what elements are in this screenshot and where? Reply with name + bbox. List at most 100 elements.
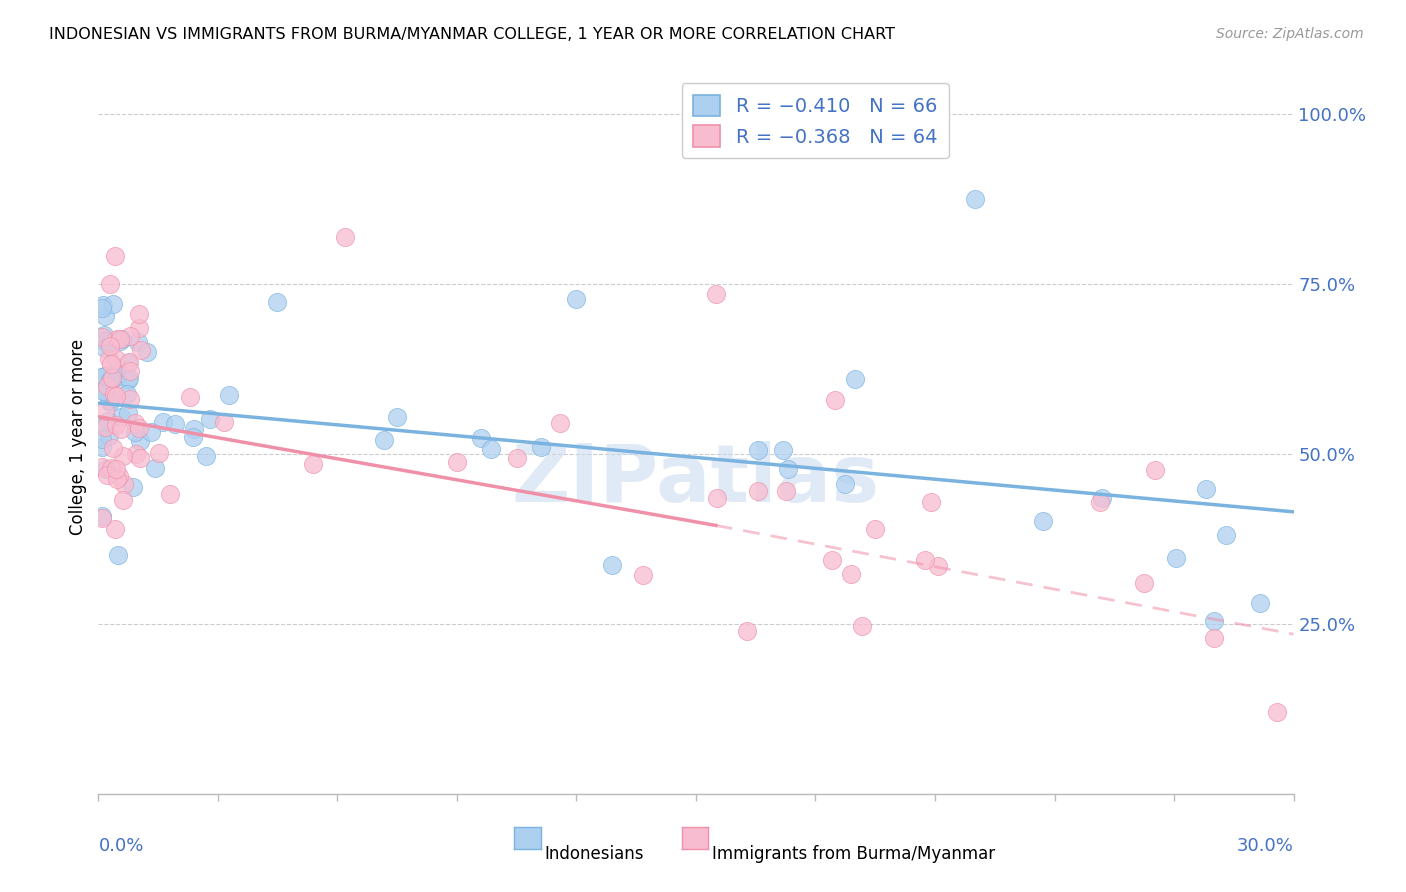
Point: [776, 461, 799, 475]
Point: [104, 352, 127, 367]
Point: [139, 425, 162, 439]
Point: [844, 372, 866, 386]
Point: [530, 440, 553, 454]
Point: [98, 338, 121, 352]
Point: [920, 495, 942, 509]
Point: [91, 508, 114, 523]
Point: [118, 364, 141, 378]
Point: [152, 415, 174, 429]
Point: [181, 430, 204, 444]
Point: [963, 192, 986, 206]
Point: [111, 493, 134, 508]
Point: [94, 309, 117, 323]
Point: [103, 371, 125, 385]
Point: [747, 483, 769, 498]
Point: [128, 321, 150, 335]
Point: [91, 330, 114, 344]
Point: [1088, 495, 1111, 509]
Text: ZIPatlas: ZIPatlas: [512, 441, 880, 519]
Point: [1202, 614, 1225, 628]
Point: [124, 416, 146, 430]
Point: [98, 394, 121, 409]
Point: [1133, 576, 1156, 591]
Point: [105, 332, 128, 346]
Point: [633, 568, 655, 582]
Point: [136, 345, 159, 359]
Point: [775, 484, 797, 499]
Point: [851, 619, 873, 633]
Point: [128, 421, 150, 435]
Point: [91, 460, 114, 475]
Point: [112, 477, 135, 491]
Point: [565, 292, 588, 306]
Point: [104, 521, 127, 535]
Point: [148, 446, 170, 460]
Point: [1166, 550, 1188, 565]
Point: [600, 558, 623, 572]
Text: Source: ZipAtlas.com: Source: ZipAtlas.com: [1216, 27, 1364, 41]
Point: [125, 447, 148, 461]
Point: [94, 461, 117, 475]
Point: [110, 409, 132, 424]
Point: [1215, 528, 1237, 542]
Point: [129, 451, 152, 466]
Point: [98, 392, 121, 407]
Point: [108, 469, 131, 483]
Point: [373, 434, 395, 448]
Point: [927, 558, 949, 573]
Point: [129, 343, 152, 358]
Point: [1267, 705, 1289, 719]
Point: [93, 404, 115, 418]
Point: [747, 443, 769, 458]
Point: [104, 249, 127, 263]
Point: [94, 342, 117, 356]
Point: [105, 360, 128, 375]
Point: [301, 458, 323, 472]
Point: [110, 422, 132, 436]
Point: [914, 553, 936, 567]
Point: [446, 455, 468, 469]
Point: [103, 387, 125, 401]
Point: [706, 491, 728, 506]
Point: [704, 287, 727, 301]
Point: [117, 354, 139, 368]
Point: [108, 332, 131, 346]
Point: [1143, 463, 1166, 477]
Point: [105, 418, 128, 433]
Point: [100, 461, 122, 475]
Point: [120, 329, 142, 343]
Point: [122, 480, 145, 494]
Point: [550, 417, 572, 431]
Text: 30.0%: 30.0%: [1237, 837, 1294, 855]
Point: [839, 566, 862, 581]
Point: [98, 373, 121, 387]
Point: [821, 553, 844, 567]
Point: [105, 389, 128, 403]
Point: [98, 335, 121, 350]
Point: [98, 351, 121, 366]
Text: INDONESIAN VS IMMIGRANTS FROM BURMA/MYANMAR COLLEGE, 1 YEAR OR MORE CORRELATION : INDONESIAN VS IMMIGRANTS FROM BURMA/MYAN…: [49, 27, 896, 42]
Point: [98, 429, 121, 443]
Point: [159, 487, 181, 501]
Point: [96, 379, 118, 393]
Point: [96, 467, 118, 482]
Text: 0.0%: 0.0%: [98, 837, 143, 855]
Point: [101, 297, 124, 311]
Point: [91, 298, 114, 312]
Point: [117, 373, 139, 387]
Point: [127, 335, 149, 350]
Point: [91, 511, 114, 525]
Point: [111, 332, 134, 346]
Point: [91, 301, 114, 316]
Point: [834, 477, 856, 491]
Point: [1195, 482, 1218, 496]
Point: [101, 371, 124, 385]
Point: [335, 229, 357, 244]
Point: [98, 277, 121, 292]
Point: [105, 462, 128, 476]
Point: [737, 624, 759, 638]
Point: [97, 414, 120, 428]
Point: [117, 371, 139, 385]
Point: [1249, 596, 1271, 610]
Point: [105, 472, 128, 486]
